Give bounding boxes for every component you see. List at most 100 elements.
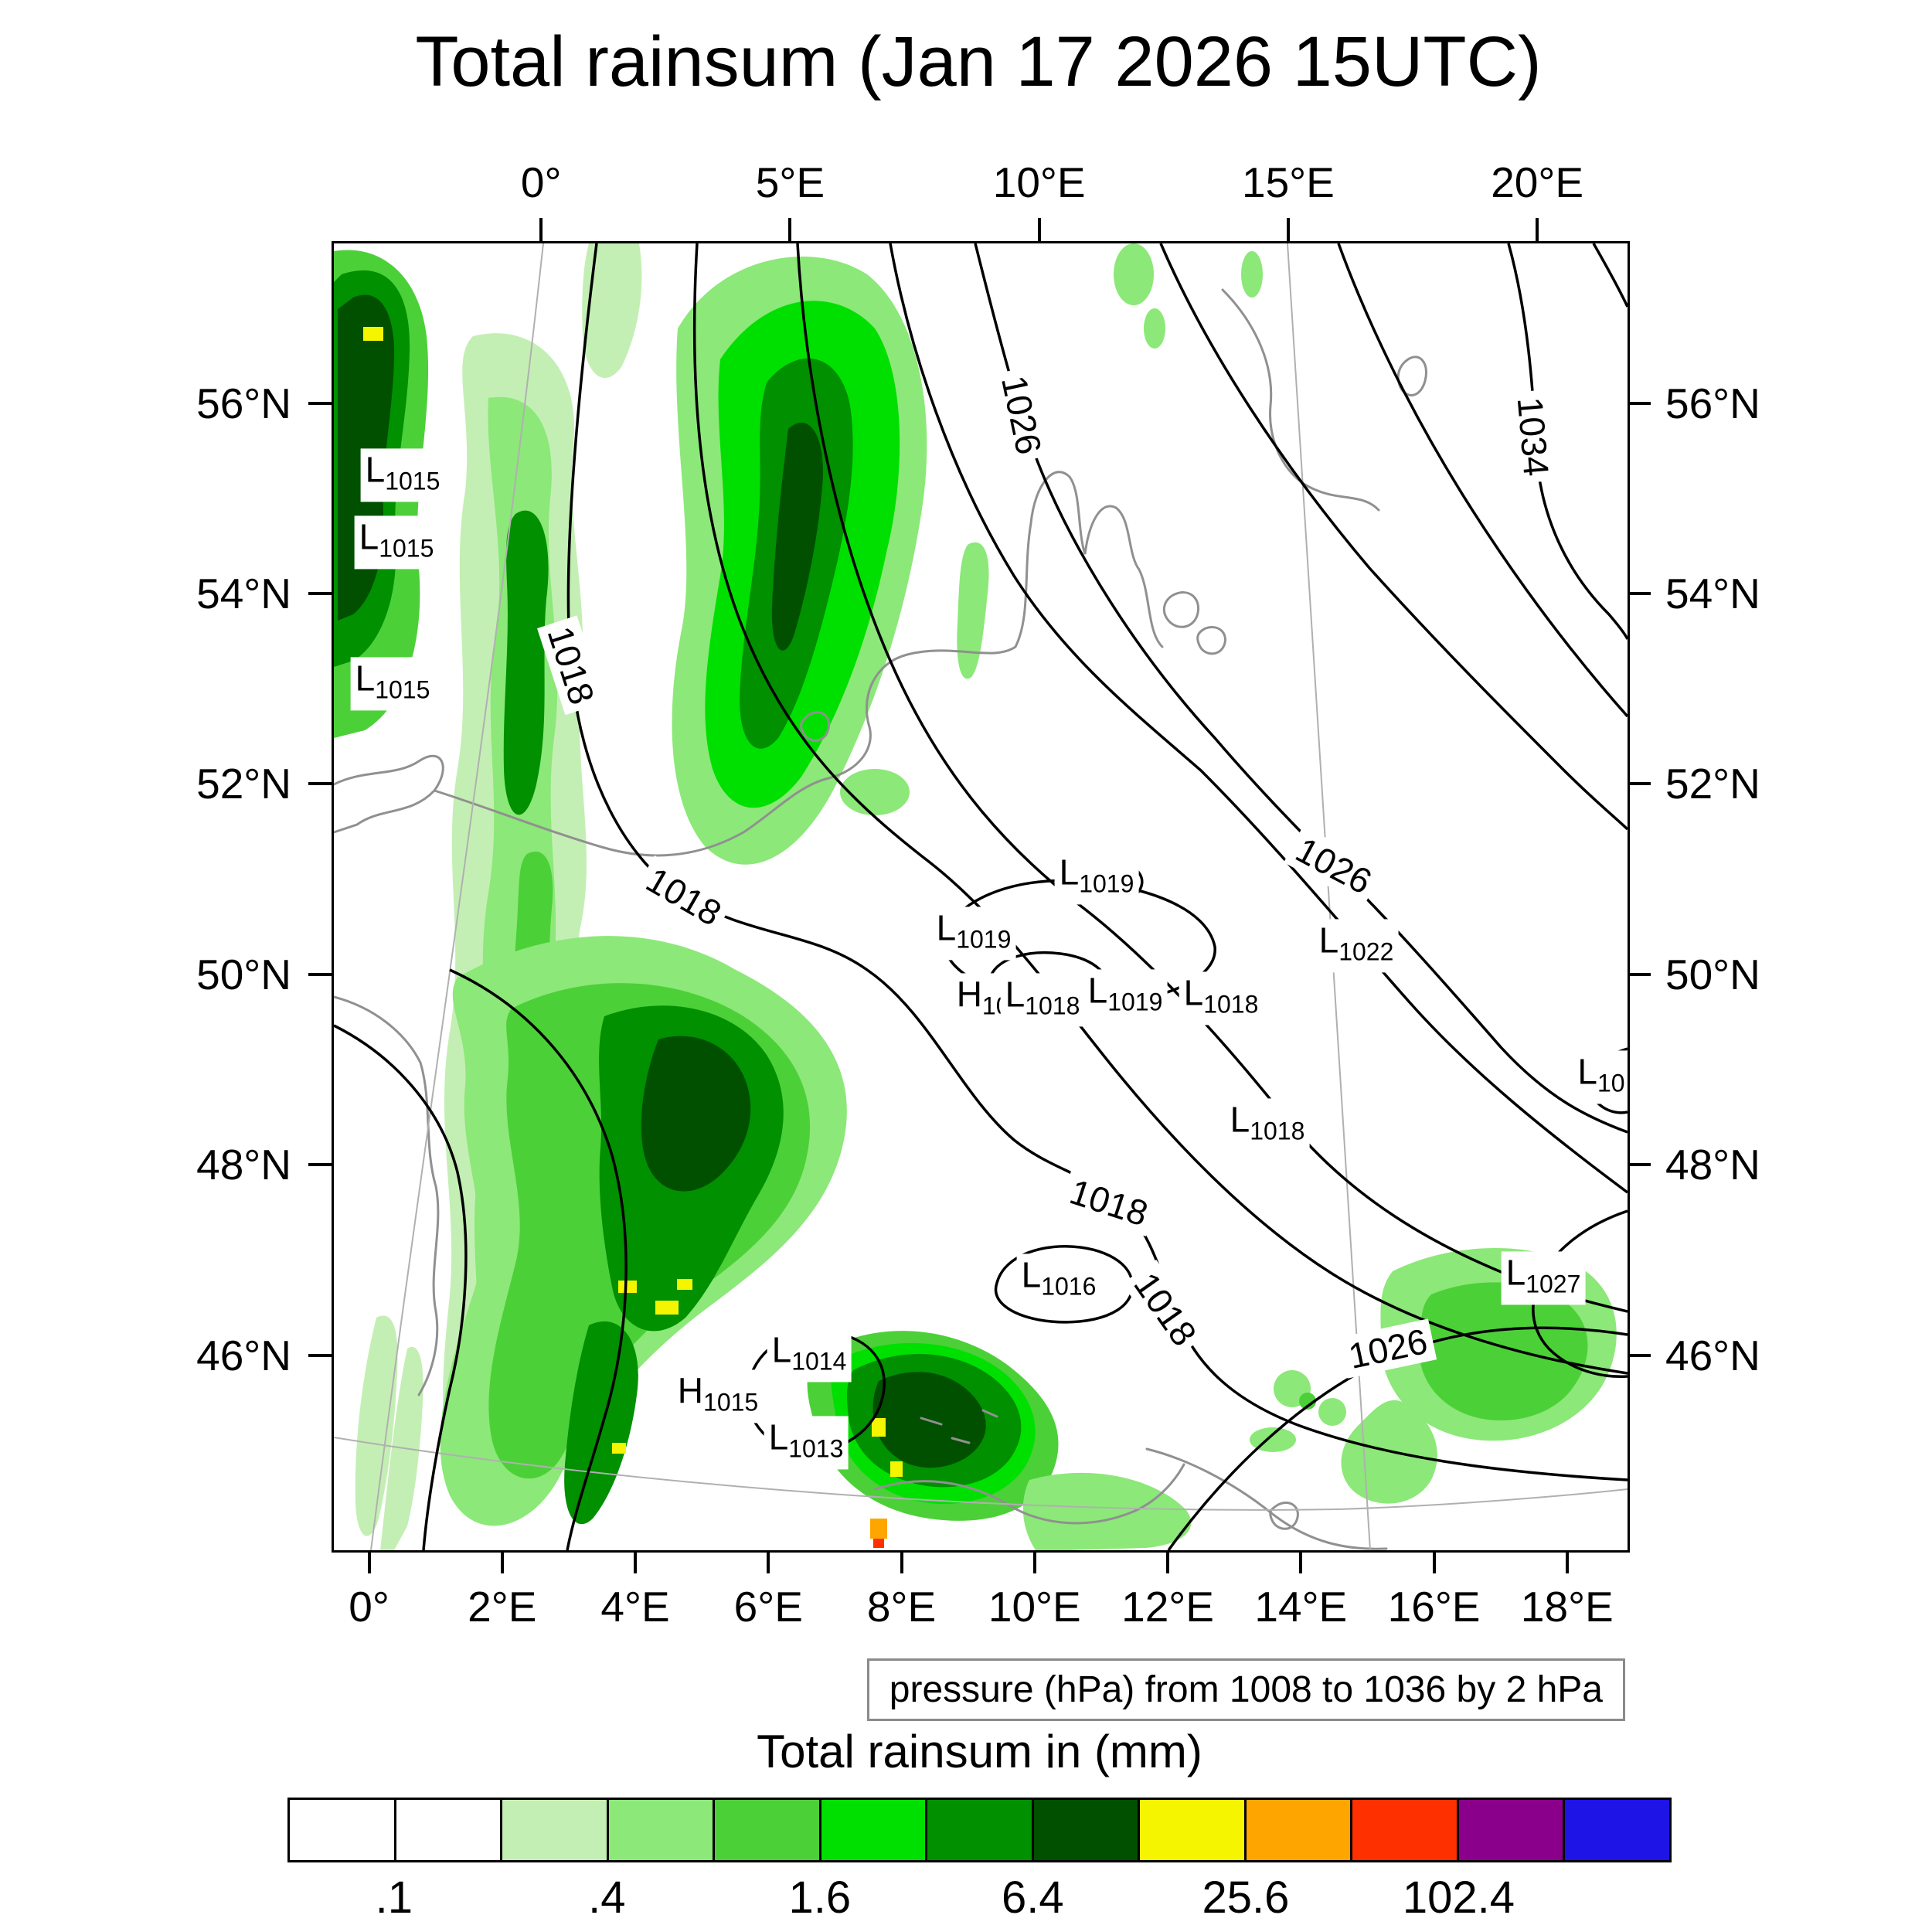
right-axis-tick xyxy=(1628,1163,1651,1167)
pressure-center-label: L1015 xyxy=(360,448,445,502)
pressure-center-label: L10 xyxy=(1573,1050,1628,1104)
chart-title: Total rainsum (Jan 17 2026 15UTC) xyxy=(415,22,1542,101)
pressure-center-value: 1015 xyxy=(379,534,434,563)
pressure-center-value: 1014 xyxy=(791,1347,847,1376)
right-axis-label: 50°N xyxy=(1665,950,1760,998)
pressure-center-letter: L xyxy=(768,1417,789,1458)
colorbar-tick-label: 1.6 xyxy=(788,1872,852,1923)
pressure-center-value: 10 xyxy=(1597,1069,1625,1097)
bottom-axis-tick xyxy=(1032,1550,1036,1573)
right-axis-label: 46°N xyxy=(1665,1331,1760,1379)
pressure-center-letter: L xyxy=(1505,1252,1526,1293)
bottom-axis-tick xyxy=(500,1550,504,1573)
pressure-center-letter: L xyxy=(1005,974,1026,1015)
bottom-axis-tick xyxy=(1565,1550,1569,1573)
pressure-center-value: 1018 xyxy=(1250,1117,1305,1145)
left-axis-tick xyxy=(308,1163,332,1167)
left-axis-label: 50°N xyxy=(196,950,291,998)
right-axis-tick xyxy=(1628,401,1651,405)
colorbar-cell xyxy=(396,1800,503,1860)
top-axis-label: 0° xyxy=(520,158,562,206)
colorbar-cell xyxy=(1565,1800,1669,1860)
pressure-center-letter: L xyxy=(1577,1051,1597,1092)
colorbar-tick-label: 25.6 xyxy=(1202,1872,1290,1923)
colorbar-cell xyxy=(715,1800,821,1860)
left-axis-label: 54°N xyxy=(196,570,291,618)
left-axis-tick xyxy=(308,1353,332,1357)
pressure-center-label: L1014 xyxy=(767,1328,852,1383)
pressure-center-label: L1016 xyxy=(1016,1253,1101,1308)
colorbar-tick-label: .1 xyxy=(375,1872,413,1923)
pressure-center-label: L1019 xyxy=(1083,969,1168,1023)
colorbar-tick-label: 6.4 xyxy=(1002,1872,1064,1923)
bottom-axis-label: 2°E xyxy=(468,1583,537,1631)
pressure-center-label: L1013 xyxy=(764,1416,849,1470)
bottom-axis-tick xyxy=(367,1550,371,1573)
left-axis-label: 48°N xyxy=(196,1141,291,1189)
bottom-axis-label: 14°E xyxy=(1254,1583,1348,1631)
left-axis-tick xyxy=(308,592,332,596)
bottom-axis-label: 12°E xyxy=(1121,1583,1214,1631)
left-axis-tick xyxy=(308,972,332,976)
bottom-axis-tick xyxy=(634,1550,638,1573)
right-axis-tick xyxy=(1628,782,1651,786)
map-frame: 1018 1018 1026 1034 1026 1018 1018 1026 L1015 L10… xyxy=(332,241,1630,1553)
pressure-center-value: 1019 xyxy=(956,925,1012,954)
pressure-center-label: L1022 xyxy=(1314,919,1399,973)
pressure-center-label: L1018 xyxy=(1179,971,1264,1026)
pressure-center-letter: L xyxy=(359,516,379,557)
colorbar-cell xyxy=(1352,1800,1459,1860)
pressure-center-label: L1015 xyxy=(350,657,435,711)
pressure-center-value: 1019 xyxy=(1079,869,1134,898)
right-axis-tick xyxy=(1628,1353,1651,1357)
pressure-center-value: 1022 xyxy=(1338,937,1394,966)
top-axis-label: 15°E xyxy=(1241,158,1335,206)
bottom-axis-label: 0° xyxy=(349,1583,389,1631)
isobar-label: 1034 xyxy=(1508,389,1559,485)
pressure-center-letter: L xyxy=(355,658,376,699)
pressure-center-letter: L xyxy=(1087,970,1108,1011)
bottom-axis-label: 18°E xyxy=(1520,1583,1614,1631)
pressure-center-letter: L xyxy=(936,907,957,948)
colorbar-cell xyxy=(1140,1800,1247,1860)
pressure-center-letter: L xyxy=(1059,852,1080,893)
pressure-center-letter: L xyxy=(1183,972,1204,1013)
top-axis-tick xyxy=(788,218,792,241)
colorbar-tick-label: .4 xyxy=(588,1872,626,1923)
pressure-center-value: 1015 xyxy=(385,467,440,495)
bottom-axis-tick xyxy=(1299,1550,1303,1573)
top-axis-label: 10°E xyxy=(992,158,1086,206)
colorbar-title: Total rainsum in (mm) xyxy=(757,1726,1202,1777)
colorbar-cell xyxy=(821,1800,928,1860)
top-axis-label: 5°E xyxy=(755,158,825,206)
pressure-center-value: 1018 xyxy=(1025,992,1080,1020)
pressure-center-letter: L xyxy=(771,1329,792,1370)
bottom-axis-label: 16°E xyxy=(1387,1583,1481,1631)
rain-shading-layer xyxy=(334,243,1617,1550)
top-axis-tick xyxy=(539,218,543,241)
left-axis-tick xyxy=(308,782,332,786)
left-axis-label: 56°N xyxy=(196,379,291,427)
left-axis-label: 52°N xyxy=(196,760,291,808)
right-axis-label: 56°N xyxy=(1665,379,1760,427)
bottom-axis-label: 6°E xyxy=(733,1583,803,1631)
bottom-axis-label: 10°E xyxy=(988,1583,1081,1631)
bottom-axis-label: 4°E xyxy=(600,1583,670,1631)
pressure-center-label: L1018 xyxy=(1000,973,1085,1027)
colorbar-cell xyxy=(608,1800,716,1860)
coastlines-layer xyxy=(334,288,1427,1550)
right-axis-label: 54°N xyxy=(1665,570,1760,618)
pressure-center-letter: L xyxy=(1021,1254,1042,1295)
pressure-center-value: 1015 xyxy=(375,675,430,704)
pressure-center-letter: L xyxy=(365,449,386,490)
pressure-center-label: L1019 xyxy=(1054,851,1139,905)
pressure-center-letter: H xyxy=(956,974,982,1015)
colorbar-cell xyxy=(1458,1800,1566,1860)
top-axis-tick xyxy=(1286,218,1290,241)
colorbar-cell xyxy=(1033,1800,1141,1860)
pressure-center-letter: L xyxy=(1230,1099,1250,1140)
right-axis-label: 52°N xyxy=(1665,760,1760,808)
left-axis-tick xyxy=(308,401,332,405)
pressure-center-value: 1027 xyxy=(1526,1270,1581,1298)
